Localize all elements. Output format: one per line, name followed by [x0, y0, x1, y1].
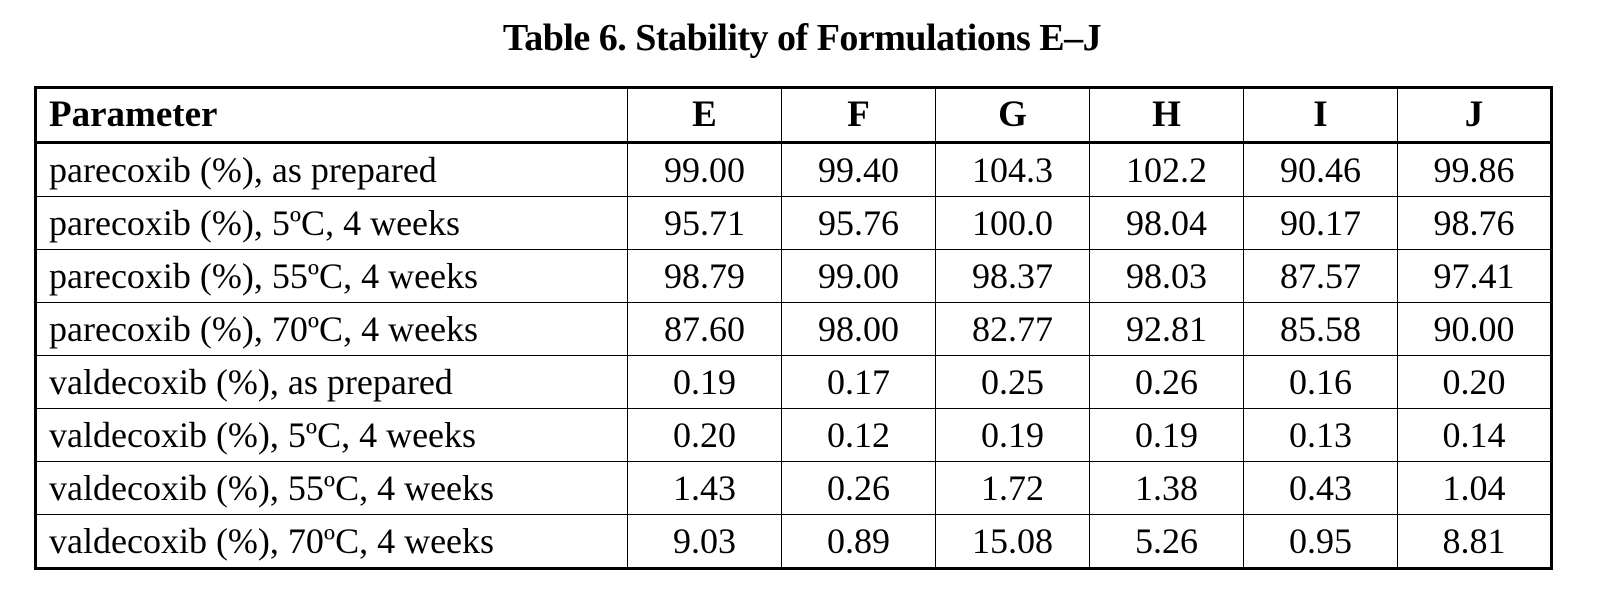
table-cell: 0.89 [781, 514, 936, 569]
table-cell: 0.26 [781, 461, 936, 515]
table-cell: 1.04 [1397, 461, 1552, 515]
table-cell: 85.58 [1243, 302, 1398, 356]
table-cell: 95.71 [627, 196, 782, 250]
table-row: parecoxib (%), as prepared 99.00 99.40 1… [35, 142, 1552, 197]
table-cell: 0.20 [627, 408, 782, 462]
table-cell: 98.03 [1089, 249, 1244, 303]
table-cell: 0.13 [1243, 408, 1398, 462]
row-label: parecoxib (%), 55ºC, 4 weeks [35, 249, 628, 303]
table-cell: 87.60 [627, 302, 782, 356]
table-cell: 9.03 [627, 514, 782, 569]
table-cell: 0.16 [1243, 355, 1398, 409]
column-header-e: E [627, 87, 782, 143]
header-row: Parameter E F G H I J [35, 87, 1552, 143]
table-row: valdecoxib (%), 55ºC, 4 weeks 1.43 0.26 … [35, 461, 1552, 515]
table-cell: 87.57 [1243, 249, 1398, 303]
table-cell: 0.25 [935, 355, 1090, 409]
table-cell: 98.37 [935, 249, 1090, 303]
row-label: valdecoxib (%), 5ºC, 4 weeks [35, 408, 628, 462]
column-header-g: G [935, 87, 1090, 143]
table-cell: 15.08 [935, 514, 1090, 569]
table-row: valdecoxib (%), as prepared 0.19 0.17 0.… [35, 355, 1552, 409]
table-cell: 1.43 [627, 461, 782, 515]
stability-table: Parameter E F G H I J parecoxib (%), as … [34, 86, 1553, 570]
table-cell: 0.20 [1397, 355, 1552, 409]
table-cell: 1.38 [1089, 461, 1244, 515]
column-header-parameter: Parameter [35, 87, 628, 143]
table-cell: 0.95 [1243, 514, 1398, 569]
table-cell: 0.19 [1089, 408, 1244, 462]
table-cell: 0.14 [1397, 408, 1552, 462]
table-cell: 0.43 [1243, 461, 1398, 515]
table-cell: 8.81 [1397, 514, 1552, 569]
column-header-h: H [1089, 87, 1244, 143]
table-cell: 98.04 [1089, 196, 1244, 250]
row-label: parecoxib (%), 70ºC, 4 weeks [35, 302, 628, 356]
table-cell: 5.26 [1089, 514, 1244, 569]
table-cell: 0.17 [781, 355, 936, 409]
row-label: parecoxib (%), 5ºC, 4 weeks [35, 196, 628, 250]
table-cell: 90.46 [1243, 142, 1398, 197]
table-cell: 99.00 [627, 142, 782, 197]
table-row: valdecoxib (%), 5ºC, 4 weeks 0.20 0.12 0… [35, 408, 1552, 462]
table-cell: 92.81 [1089, 302, 1244, 356]
table-cell: 99.40 [781, 142, 936, 197]
table-cell: 98.76 [1397, 196, 1552, 250]
table-cell: 102.2 [1089, 142, 1244, 197]
table-row: parecoxib (%), 70ºC, 4 weeks 87.60 98.00… [35, 302, 1552, 356]
table-cell: 90.17 [1243, 196, 1398, 250]
table-cell: 0.19 [935, 408, 1090, 462]
table-title: Table 6. Stability of Formulations E–J [502, 17, 1102, 59]
table-row: parecoxib (%), 55ºC, 4 weeks 98.79 99.00… [35, 249, 1552, 303]
column-header-i: I [1243, 87, 1398, 143]
table-cell: 82.77 [935, 302, 1090, 356]
table-cell: 99.86 [1397, 142, 1552, 197]
table-cell: 95.76 [781, 196, 936, 250]
table-row: valdecoxib (%), 70ºC, 4 weeks 9.03 0.89 … [35, 514, 1552, 569]
table-cell: 98.00 [781, 302, 936, 356]
column-header-f: F [781, 87, 936, 143]
table-cell: 0.26 [1089, 355, 1244, 409]
row-label: valdecoxib (%), 55ºC, 4 weeks [35, 461, 628, 515]
row-label: valdecoxib (%), 70ºC, 4 weeks [35, 514, 628, 569]
table-cell: 0.19 [627, 355, 782, 409]
row-label: parecoxib (%), as prepared [35, 142, 628, 197]
table-cell: 98.79 [627, 249, 782, 303]
table-cell: 1.72 [935, 461, 1090, 515]
table-cell: 99.00 [781, 249, 936, 303]
row-label: valdecoxib (%), as prepared [35, 355, 628, 409]
table-cell: 100.0 [935, 196, 1090, 250]
table-cell: 90.00 [1397, 302, 1552, 356]
table-cell: 0.12 [781, 408, 936, 462]
column-header-j: J [1397, 87, 1552, 143]
table-cell: 97.41 [1397, 249, 1552, 303]
table-cell: 104.3 [935, 142, 1090, 197]
table-row: parecoxib (%), 5ºC, 4 weeks 95.71 95.76 … [35, 196, 1552, 250]
